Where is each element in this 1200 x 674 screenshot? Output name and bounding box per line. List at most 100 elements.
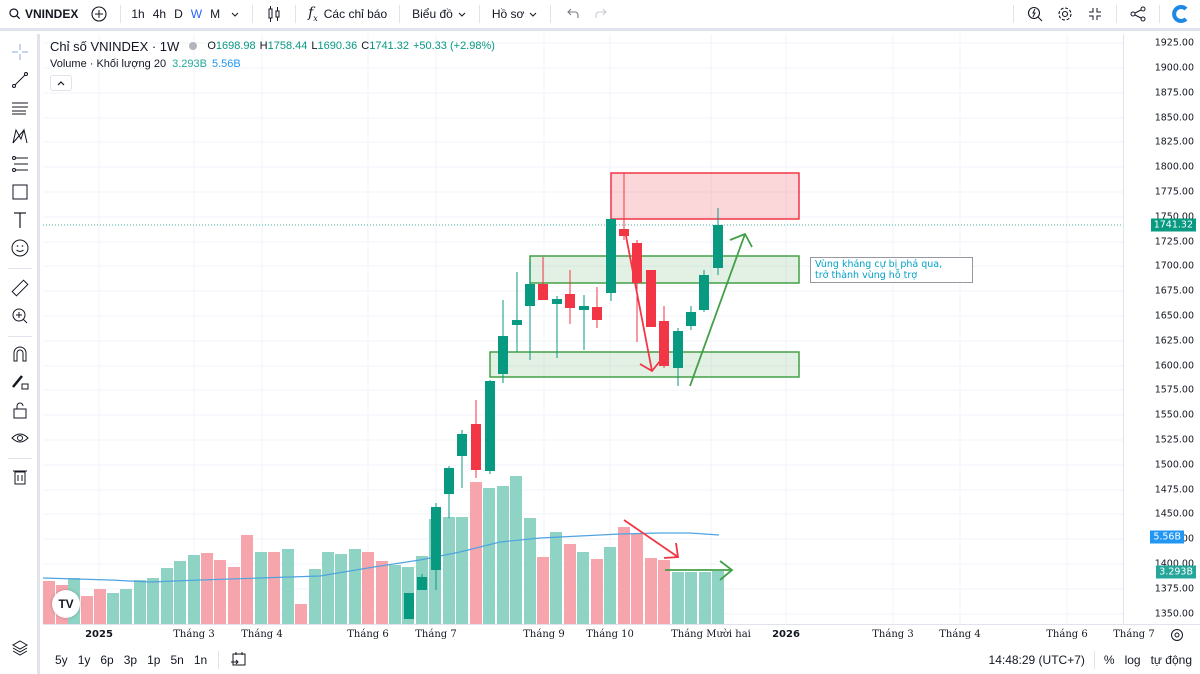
pattern-tool[interactable] <box>8 124 32 148</box>
grid <box>43 34 1123 624</box>
interval-w[interactable]: W <box>190 7 203 21</box>
tradingview-logo[interactable]: TV <box>52 590 80 618</box>
range-1m[interactable]: 1p <box>147 653 161 667</box>
time-tick: Tháng 9 <box>523 629 565 640</box>
smiley-icon <box>11 239 29 257</box>
measure-tool[interactable] <box>8 276 32 300</box>
clock[interactable]: 14:48:29 (UTC+7) <box>988 653 1085 667</box>
ruler-icon <box>11 279 29 297</box>
low-label: L <box>311 40 318 52</box>
fullscreen-button[interactable] <box>1080 0 1110 28</box>
text-tool[interactable] <box>8 208 32 232</box>
go-to-date-button[interactable] <box>225 650 253 671</box>
price-tick: 1850.00 <box>1154 112 1194 124</box>
volume-ma-value: 5.56B <box>211 58 241 70</box>
auto-scale-toggle[interactable]: tự động <box>1150 653 1192 667</box>
high-value: 1758.44 <box>267 40 308 52</box>
interval-dropdown[interactable] <box>224 0 246 28</box>
volume-decline-arrow[interactable] <box>623 519 680 559</box>
annotation-line-2: trở thành vùng hỗ trợ <box>815 270 918 281</box>
resistance-zone[interactable] <box>610 172 800 220</box>
volume-flat-arrow[interactable] <box>665 560 734 581</box>
series-status-icon <box>189 42 198 50</box>
chart-type-button[interactable] <box>259 0 289 28</box>
support-zone-upper[interactable] <box>529 255 800 284</box>
interval-1h[interactable]: 1h <box>131 7 145 21</box>
object-tree-button[interactable] <box>8 636 32 660</box>
calendar-arrow-icon <box>231 651 246 665</box>
divider <box>218 651 220 669</box>
chevron-down-icon <box>458 12 466 17</box>
undo-button[interactable] <box>557 0 587 28</box>
support-zone-lower[interactable] <box>489 351 800 378</box>
interval-d[interactable]: D <box>174 7 183 21</box>
annotation-line-1: Vùng kháng cự bị phá qua, <box>815 259 943 270</box>
price-tick: 1675.00 <box>1154 285 1194 297</box>
price-tick: 1750.00 <box>1154 211 1194 223</box>
price-chart[interactable] <box>43 34 1123 624</box>
lock-drawings-tool[interactable] <box>8 370 32 394</box>
price-axis[interactable]: 1925.00 1900.00 1875.00 1850.00 1825.00 … <box>1123 34 1200 624</box>
collapse-legend-button[interactable] <box>50 75 72 91</box>
brand-c-icon <box>1172 5 1188 23</box>
text-icon <box>14 212 26 228</box>
delete-drawings-tool[interactable] <box>8 464 32 488</box>
time-tick: Tháng 6 <box>1046 629 1088 640</box>
interval-m[interactable]: M <box>210 7 221 21</box>
range-5y[interactable]: 5y <box>55 653 68 667</box>
magnet-tool[interactable] <box>8 342 32 366</box>
range-6m[interactable]: 6p <box>100 653 114 667</box>
divider <box>8 268 32 269</box>
rectangle-tool[interactable] <box>8 180 32 204</box>
fib-tool[interactable] <box>8 152 32 176</box>
range-1y[interactable]: 1y <box>77 653 91 667</box>
fx-icon: fx <box>308 5 318 23</box>
chart-menu-button[interactable]: Biểu đồ <box>406 0 473 28</box>
price-tick: 1550.00 <box>1154 409 1194 421</box>
settings-button[interactable] <box>1050 0 1080 28</box>
interval-4h[interactable]: 4h <box>152 7 167 21</box>
divider <box>1013 5 1014 23</box>
log-scale-toggle[interactable]: log <box>1124 653 1141 667</box>
uptrend-arrow[interactable] <box>689 232 753 387</box>
chevron-down-icon <box>231 12 239 17</box>
time-tick: 2026 <box>772 629 800 640</box>
tv-logo-icon: TV <box>58 597 74 611</box>
redo-button[interactable] <box>587 0 617 28</box>
downtrend-arrow[interactable] <box>625 235 661 373</box>
hide-drawings-tool[interactable] <box>8 426 32 450</box>
divider <box>8 458 32 459</box>
percent-scale-toggle[interactable]: % <box>1103 653 1115 667</box>
emoji-tool[interactable] <box>8 236 32 260</box>
undo-icon <box>567 8 579 18</box>
compare-symbol-button[interactable] <box>84 0 114 28</box>
time-axis-settings-button[interactable] <box>1170 628 1184 647</box>
range-1d[interactable]: 1n <box>193 653 208 667</box>
share-button[interactable] <box>1123 0 1153 28</box>
time-tick: Tháng 3 <box>173 629 215 640</box>
candles-icon <box>268 6 280 22</box>
trend-line-tool[interactable] <box>8 68 32 92</box>
indicators-button[interactable]: fx Các chỉ báo <box>302 0 393 28</box>
annotation-text-box[interactable]: Vùng kháng cự bị phá qua, trở thành vùng… <box>810 257 973 283</box>
horizontal-lines-tool[interactable] <box>8 96 32 120</box>
crosshair-tool[interactable] <box>8 40 32 64</box>
magnet-icon <box>13 346 27 362</box>
profile-menu-button[interactable]: Hồ sơ <box>486 0 545 28</box>
range-3m[interactable]: 3p <box>123 653 138 667</box>
quick-search-button[interactable] <box>1020 0 1050 28</box>
range-5d[interactable]: 5n <box>170 653 184 667</box>
time-axis[interactable]: 2025 Tháng 3 Tháng 4 Tháng 6 Tháng 7 Thá… <box>43 624 1200 646</box>
divider <box>1116 5 1117 23</box>
symbol-search-button[interactable]: VNINDEX <box>0 0 84 28</box>
chart-menu-label: Biểu đồ <box>412 7 453 21</box>
high-label: H <box>259 40 268 52</box>
lock-all-tool[interactable] <box>8 398 32 422</box>
brand-logo[interactable] <box>1166 0 1200 28</box>
time-tick: Tháng 4 <box>939 629 981 640</box>
zoom-in-tool[interactable] <box>8 304 32 328</box>
crosshair-icon <box>12 44 28 60</box>
xabcd-pattern-icon <box>12 128 28 144</box>
divider <box>550 5 552 23</box>
